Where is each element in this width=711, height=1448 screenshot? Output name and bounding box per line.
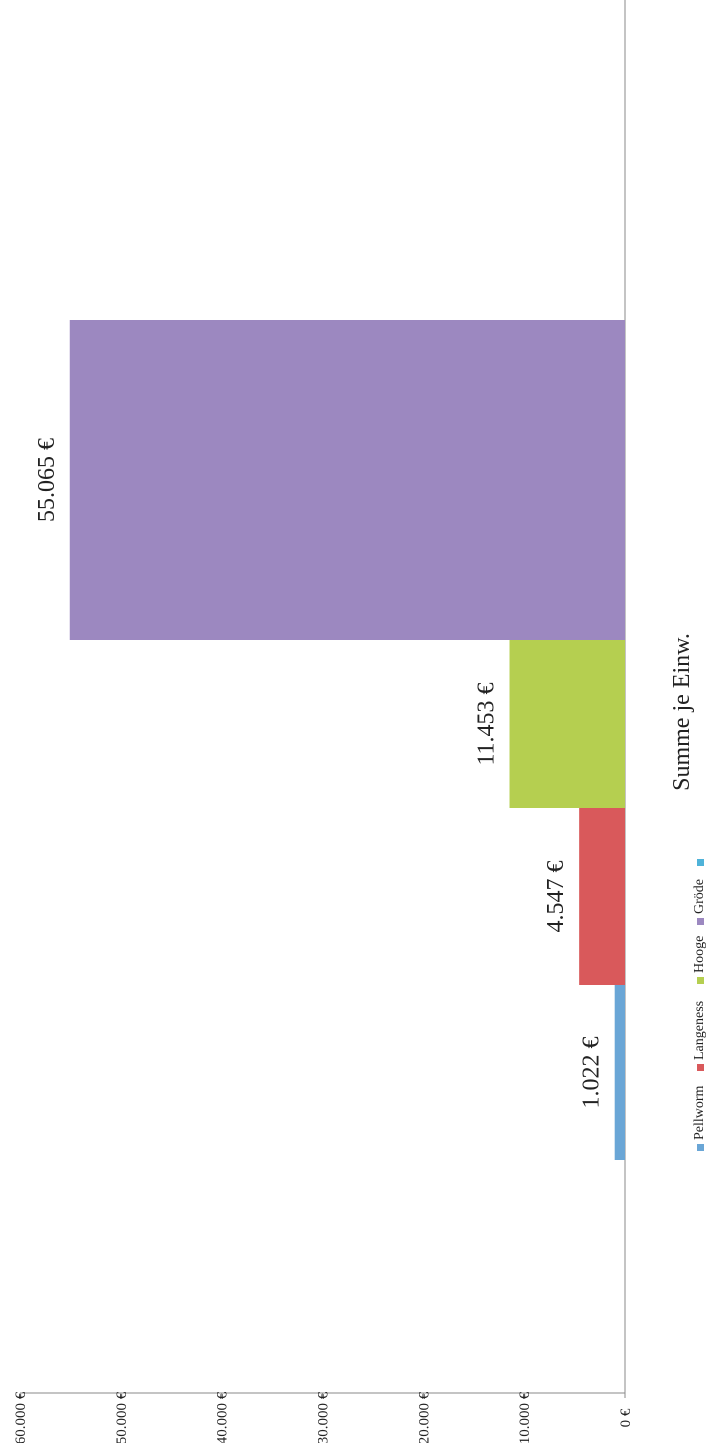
legend-swatch	[697, 1144, 704, 1151]
bar-langeness	[579, 808, 625, 985]
value-tick-label: 50.000 €	[114, 1391, 130, 1443]
legend-swatch	[697, 859, 704, 866]
value-tick-label: 0 €	[618, 1408, 634, 1427]
legend: Pellworm Langeness Hooge Gröde	[692, 859, 707, 1151]
bar-pellworm	[614, 985, 625, 1160]
legend-swatch	[697, 977, 704, 984]
value-tick-label: 10.000 €	[517, 1391, 533, 1443]
value-tick-label: 20.000 €	[416, 1391, 432, 1443]
legend-swatch	[697, 918, 704, 925]
bar-gröde	[69, 320, 626, 640]
data-label: 11.453 €	[474, 682, 500, 765]
legend-label: Gröde	[692, 879, 707, 914]
value-tick-label: 40.000 €	[215, 1391, 231, 1443]
data-label: 55.065 €	[34, 438, 60, 522]
data-label: 4.547 €	[543, 861, 569, 933]
legend-label: Pellworm	[692, 1085, 707, 1140]
legend-label: Langeness	[692, 1001, 707, 1060]
bar-hooge	[509, 640, 625, 808]
value-tick-label: 60.000 €	[13, 1391, 29, 1443]
legend-label: Hooge	[692, 936, 707, 973]
y-axis-ticks: 0 € 10.000 € 20.000 € 30.000 € 40.000 € 50.00…	[13, 1391, 634, 1444]
bars	[69, 320, 626, 1160]
chart-title: Summe je Einw.	[669, 633, 695, 791]
value-tick-label: 30.000 €	[316, 1391, 332, 1443]
legend-swatch	[697, 1064, 704, 1071]
data-labels: 1.022 € 4.547 € 11.453 € 55.065 €	[34, 438, 605, 1109]
data-label: 1.022 €	[579, 1037, 605, 1109]
